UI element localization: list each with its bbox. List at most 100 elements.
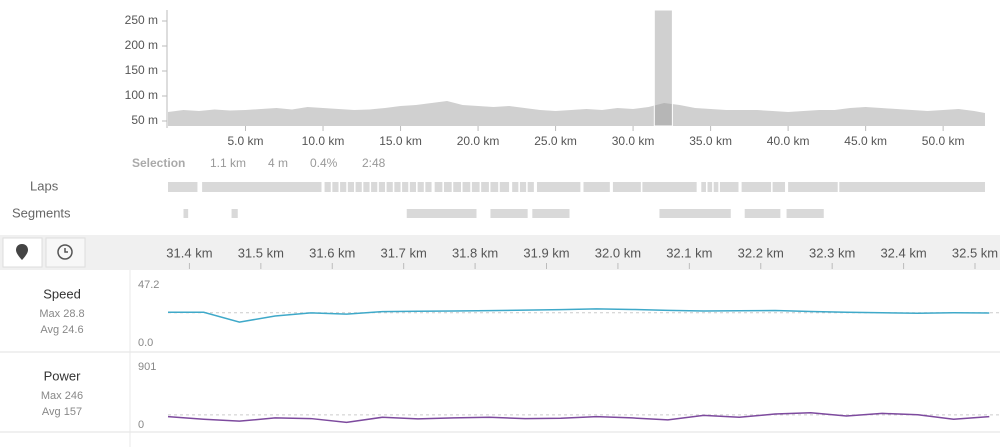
lap bbox=[347, 182, 355, 192]
clock-hands bbox=[64, 248, 68, 253]
time-button[interactable] bbox=[45, 237, 86, 268]
segment bbox=[183, 209, 189, 218]
zoom-tick-label: 32.0 km bbox=[595, 245, 641, 260]
lap bbox=[713, 182, 719, 192]
lap bbox=[324, 182, 331, 192]
stream-tick-label: 47.2 bbox=[138, 279, 159, 291]
segment bbox=[659, 209, 731, 218]
zoom-tick-label: 31.7 km bbox=[381, 245, 427, 260]
lap bbox=[642, 182, 697, 192]
lap bbox=[453, 182, 462, 192]
selection-elevation: 4 m bbox=[268, 156, 288, 170]
x-tick-label: 5.0 km bbox=[228, 134, 264, 148]
speed-avg: Avg 24.6 bbox=[40, 324, 83, 336]
x-tick-label: 25.0 km bbox=[534, 134, 577, 148]
x-tick-label: 35.0 km bbox=[689, 134, 732, 148]
selection-distance: 1.1 km bbox=[210, 156, 246, 170]
lap bbox=[512, 182, 519, 192]
y-tick-label: 100 m bbox=[125, 88, 158, 102]
segment bbox=[532, 209, 570, 218]
y-tick-label: 250 m bbox=[125, 13, 158, 27]
x-tick-label: 15.0 km bbox=[379, 134, 422, 148]
lap bbox=[462, 182, 471, 192]
y-tick-label: 50 m bbox=[131, 113, 158, 127]
lap bbox=[202, 182, 322, 192]
lap bbox=[499, 182, 510, 192]
lap bbox=[536, 182, 581, 192]
x-tick-label: 20.0 km bbox=[457, 134, 500, 148]
segment bbox=[406, 209, 477, 218]
zoom-tick-label: 31.6 km bbox=[309, 245, 355, 260]
lap bbox=[443, 182, 452, 192]
zoom-tick-label: 32.2 km bbox=[738, 245, 784, 260]
lap bbox=[168, 182, 198, 192]
lap bbox=[772, 182, 786, 192]
zoom-tick-label: 31.5 km bbox=[238, 245, 284, 260]
lap bbox=[425, 182, 432, 192]
zoom-tick-label: 31.4 km bbox=[166, 245, 212, 260]
y-tick-label: 200 m bbox=[125, 38, 158, 52]
stream-tick-label: 0 bbox=[138, 419, 144, 431]
pin-icon bbox=[16, 244, 28, 260]
segments-label: Segments bbox=[12, 205, 71, 220]
power-avg: Avg 157 bbox=[42, 406, 82, 418]
lap bbox=[409, 182, 417, 192]
lap bbox=[340, 182, 347, 192]
clock-icon bbox=[57, 244, 73, 260]
speed-label: Speed bbox=[43, 286, 81, 301]
x-tick-label: 30.0 km bbox=[612, 134, 655, 148]
segment bbox=[490, 209, 528, 218]
stream-tick-label: 901 bbox=[138, 361, 156, 373]
power-line bbox=[167, 412, 990, 424]
lap bbox=[417, 182, 424, 192]
lap bbox=[839, 182, 985, 192]
lap bbox=[527, 182, 534, 192]
power-label: Power bbox=[44, 368, 82, 383]
lap bbox=[471, 182, 480, 192]
lap bbox=[402, 182, 409, 192]
lap bbox=[719, 182, 739, 192]
speed-line bbox=[168, 308, 990, 323]
zoom-tick-label: 32.5 km bbox=[952, 245, 998, 260]
lap bbox=[371, 182, 378, 192]
lap bbox=[490, 182, 499, 192]
segment bbox=[786, 209, 824, 218]
lap bbox=[363, 182, 370, 192]
toolbar bbox=[0, 235, 1000, 270]
selection-time: 2:48 bbox=[362, 156, 386, 170]
segment bbox=[231, 209, 238, 218]
lap bbox=[741, 182, 772, 192]
x-tick-label: 10.0 km bbox=[302, 134, 345, 148]
power-max: Max 246 bbox=[41, 390, 83, 402]
lap bbox=[612, 182, 641, 192]
zoom-tick-label: 31.8 km bbox=[452, 245, 498, 260]
zoom-tick-label: 32.3 km bbox=[809, 245, 855, 260]
lap bbox=[434, 182, 443, 192]
lap bbox=[355, 182, 362, 192]
lap bbox=[394, 182, 401, 192]
laps-label: Laps bbox=[30, 178, 59, 193]
selection-label: Selection bbox=[132, 156, 185, 170]
lap bbox=[332, 182, 339, 192]
x-tick-label: 40.0 km bbox=[767, 134, 810, 148]
lap bbox=[386, 182, 393, 192]
lap bbox=[788, 182, 838, 192]
lap bbox=[481, 182, 489, 192]
segment bbox=[744, 209, 781, 218]
stream-tick-label: 0.0 bbox=[138, 337, 153, 349]
lap bbox=[701, 182, 706, 192]
speed-max: Max 28.8 bbox=[39, 308, 84, 320]
zoom-tick-label: 32.1 km bbox=[666, 245, 712, 260]
y-tick-label: 150 m bbox=[125, 63, 158, 77]
zoom-tick-label: 31.9 km bbox=[523, 245, 569, 260]
selection-grade: 0.4% bbox=[310, 156, 338, 170]
lap bbox=[583, 182, 610, 192]
lap bbox=[707, 182, 713, 192]
elevation-area bbox=[168, 101, 985, 126]
x-tick-label: 45.0 km bbox=[844, 134, 887, 148]
selection-box bbox=[653, 9, 673, 127]
zoom-tick-label: 32.4 km bbox=[880, 245, 926, 260]
lap bbox=[378, 182, 386, 192]
